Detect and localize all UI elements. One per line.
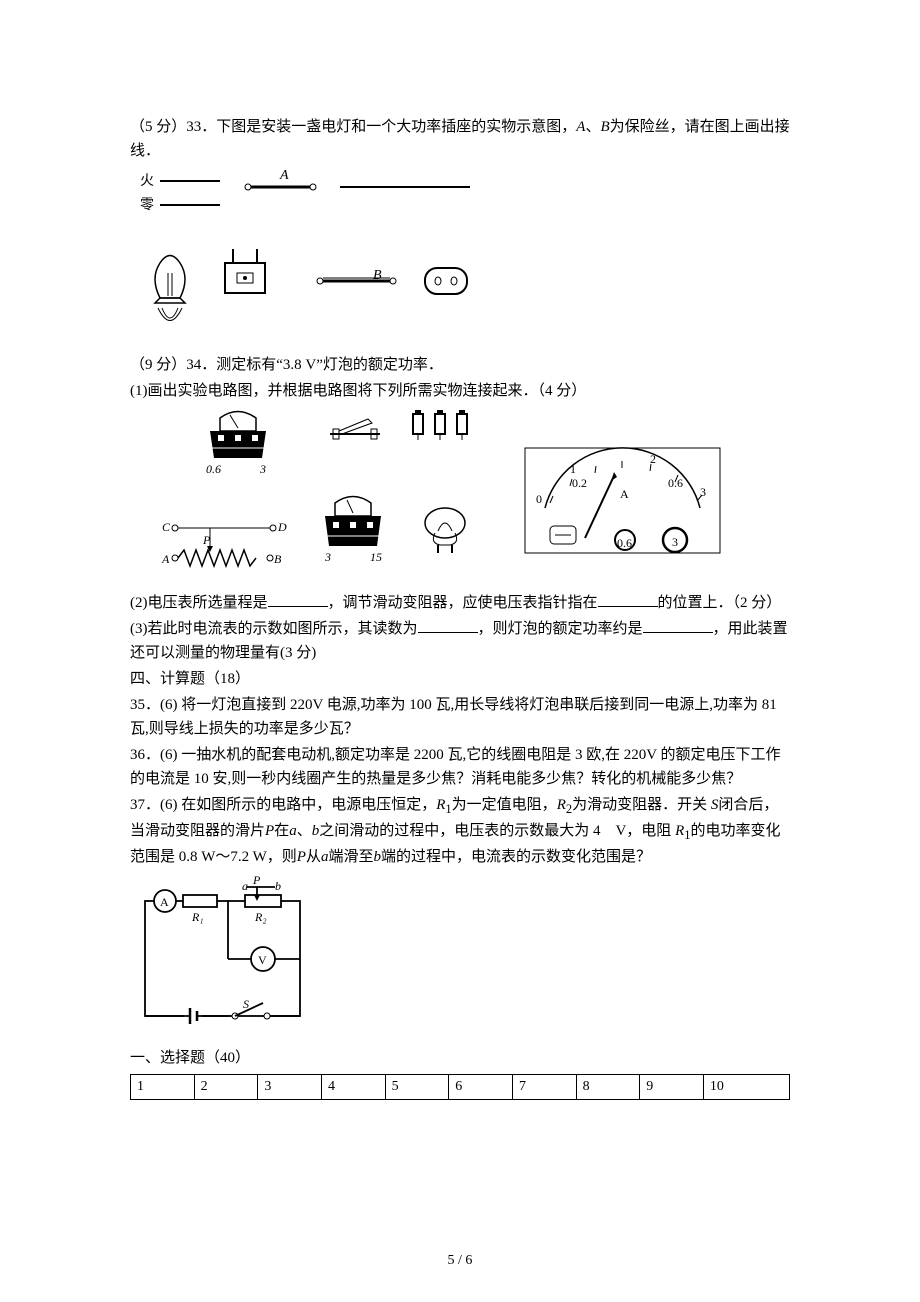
q35: 35．(6) 将一灯泡直接到 220V 电源,功率为 100 瓦,用长导线将灯泡… [130,693,790,741]
dial-0: 0 [536,490,542,509]
blank2 [598,591,658,607]
fig3-R1: R₁ [192,908,204,927]
dial-06r: 0.6 [668,474,683,493]
cell-7: 7 [512,1075,576,1100]
q37-t1: 37．(6) 在如图所示的电路中，电源电压恒定， [130,797,436,813]
dial-3r: 3 [700,483,706,502]
dial-1: 1 [570,460,576,479]
cell-9: 9 [640,1075,704,1100]
blank4 [643,617,713,633]
sel-3: 3 [672,533,678,552]
q34-header: （9 分）34．测定标有“3.8 V”灯泡的额定功率． [130,353,790,377]
volt-3: 3 [325,548,331,567]
q34-part1: (1)画出实验电路图，并根据电路图将下列所需实物连接起来．（4 分） [130,379,790,403]
q37-a: a [289,823,297,839]
q34-p2c: 的位置上．（2 分） [658,595,782,611]
q37-bb: b [374,849,382,865]
amm-3: 3 [260,460,266,479]
section4: 四、计算题（18） [130,667,790,691]
rheo-C: C [162,518,170,537]
cell-4: 4 [321,1075,385,1100]
q34-svg [170,408,730,583]
fig3-P: P [253,871,260,890]
q33-B: B [600,119,609,135]
q37-t10: 端滑至 [328,849,373,865]
fig3-A: A [160,893,169,912]
volt-15: 15 [370,548,382,567]
q33-figure: 火 零 A B [140,173,470,333]
fig3-b: b [275,877,281,896]
amm-06: 0.6 [206,460,221,479]
dial-A: A [620,485,629,504]
q34-figure: 0.6 3 3 15 C D A B P 0 0.2 1 2 0.6 3 A 0… [170,408,730,583]
q34-p3a: (3)若此时电流表的示数如图所示，其读数为 [130,621,418,637]
q37-R1b: R [675,823,684,839]
q36: 36．(6) 一抽水机的配套电动机,额定功率是 2200 瓦,它的线圈电阻是 3… [130,743,790,791]
q37: 37．(6) 在如图所示的电路中，电源电压恒定，R1为一定值电阻，R2为滑动变阻… [130,793,790,869]
q37-t9: 从 [306,849,321,865]
q34-p3b: ，则灯泡的额定功率约是 [478,621,643,637]
sel-06: 0.6 [617,534,632,553]
ans-header: 一、选择题（40） [130,1046,790,1070]
cell-8: 8 [576,1075,640,1100]
fig3-S: S [243,995,249,1014]
cell-5: 5 [385,1075,449,1100]
blank1 [268,591,328,607]
cell-10: 10 [703,1075,789,1100]
q34-part2: (2)电压表所选量程是 ，调节滑动变阻器，应使电压表指针指在 的位置上．（2 分） [130,591,790,615]
table-row: 1 2 3 4 5 6 7 8 9 10 [131,1075,790,1100]
q33-text: （5 分）33．下图是安装一盏电灯和一个大功率插座的实物示意图，A、B为保险丝，… [130,115,790,163]
cell-3: 3 [258,1075,322,1100]
q37-t7: 之间滑动的过程中，电压表的示数最大为 4 V，电阻 [319,823,671,839]
q37-t11: 端的过程中，电流表的示数变化范围是？ [381,849,651,865]
answer-table: 1 2 3 4 5 6 7 8 9 10 [130,1074,790,1100]
q33-mid: 、 [585,119,600,135]
rheo-B: B [274,550,281,569]
q37-figure: A V R₁ R₂ P a b S [135,881,310,1031]
q37-t2: 为一定值电阻， [452,797,557,813]
fig3-V: V [258,951,267,970]
rheo-A: A [162,550,169,569]
blank3 [418,617,478,633]
dial-2: 2 [650,450,656,469]
fig3-R2: R₂ [255,908,267,927]
fig3-a: a [242,877,248,896]
q33-svg [140,173,470,333]
page-footer: 5 / 6 [0,1250,920,1272]
q34-p2b: ，调节滑动变阻器，应使电压表指针指在 [328,595,598,611]
cell-6: 6 [449,1075,513,1100]
q37-Pb: P [297,849,306,865]
rheo-D: D [278,518,287,537]
q34-p2a: (2)电压表所选量程是 [130,595,268,611]
q37-P: P [265,823,274,839]
q37-R2: R [557,797,566,813]
q37-t6: 、 [297,823,312,839]
q37-t3: 为滑动变阻器．开关 [572,797,707,813]
cell-2: 2 [194,1075,258,1100]
q34-part3: (3)若此时电流表的示数如图所示，其读数为，则灯泡的额定功率约是，用此装置还可以… [130,617,790,665]
rheo-P: P [203,531,210,550]
cell-1: 1 [131,1075,195,1100]
q33-prefix: （5 分）33．下图是安装一盏电灯和一个大功率插座的实物示意图， [130,119,576,135]
q37-t5: 在 [274,823,289,839]
